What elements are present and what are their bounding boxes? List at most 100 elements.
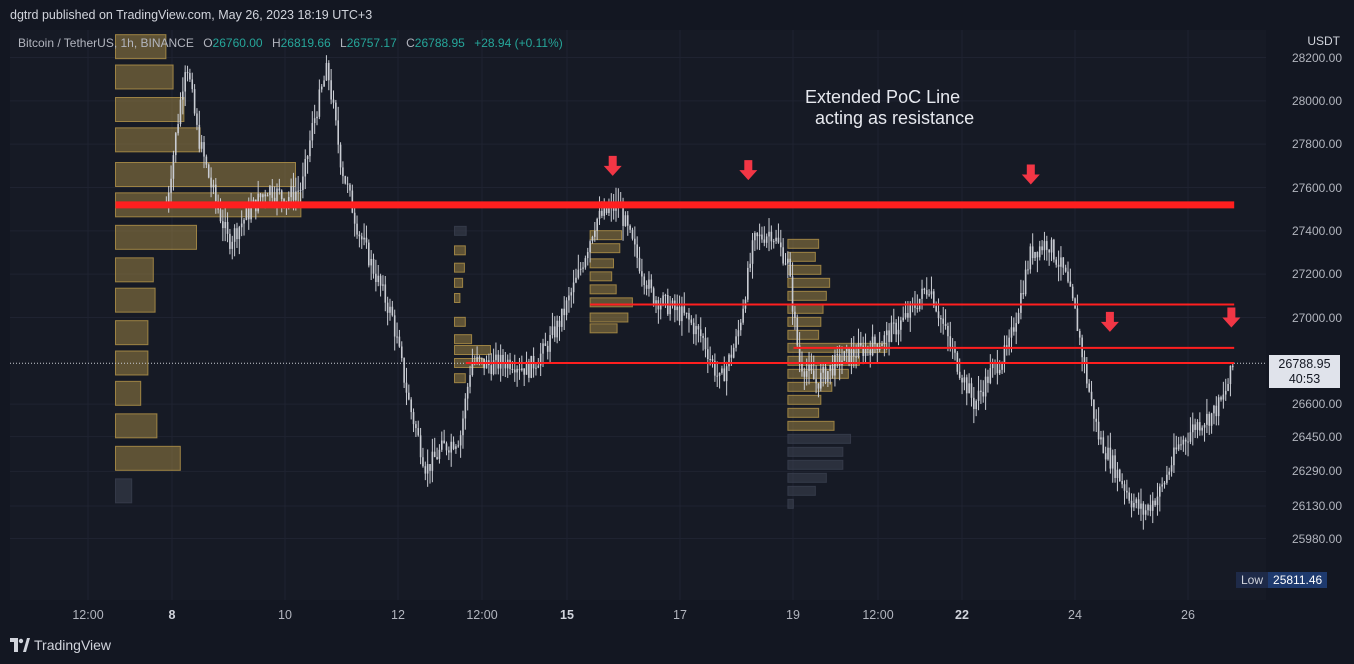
candle-body — [834, 355, 836, 376]
candle-body — [638, 257, 641, 272]
candle-body — [822, 366, 824, 373]
candle-body — [622, 207, 624, 226]
candle-body — [1088, 383, 1090, 392]
candle-body — [568, 295, 570, 301]
candle-body — [1123, 484, 1126, 491]
candle-body — [1175, 447, 1178, 450]
candle-body — [742, 308, 744, 323]
volume-profile-bar — [115, 127, 201, 153]
candle-body — [269, 186, 271, 196]
candle-body — [325, 62, 328, 81]
volume-profile-bar — [787, 472, 827, 483]
candle-body — [513, 369, 516, 373]
candle-body — [857, 343, 860, 358]
time-axis[interactable]: 12:00 8 10 12 12:00 15 17 19 12:00 22 24 26 — [10, 600, 1266, 630]
down-arrow-icon — [739, 160, 758, 181]
candle-body — [852, 349, 855, 357]
candle-body — [193, 89, 196, 114]
candle-body — [236, 228, 238, 240]
candle-body — [226, 222, 229, 234]
symbol-name[interactable]: Bitcoin / TetherUS, 1h, BINANCE — [18, 36, 194, 50]
candle-body — [984, 376, 987, 397]
candle-body — [360, 236, 363, 240]
volume-profile-bar — [589, 284, 617, 295]
candle-body — [535, 367, 537, 369]
candle-body — [1194, 424, 1196, 430]
candle-body — [1024, 269, 1027, 295]
candle-body — [1104, 453, 1107, 460]
candle-body — [203, 142, 205, 157]
candle-body — [1109, 447, 1112, 469]
chart-area[interactable]: Bitcoin / TetherUS, 1h, BINANCE O26760.0… — [10, 30, 1266, 600]
candle-body — [812, 370, 815, 380]
time-tick-label: 22 — [955, 608, 969, 622]
candle-body — [782, 247, 784, 264]
time-tick-label: 19 — [786, 608, 800, 622]
candle-body — [634, 238, 636, 245]
candle-body — [730, 354, 733, 358]
time-tick-label: 12:00 — [72, 608, 104, 622]
candle-body — [1027, 269, 1029, 271]
candle-body — [1156, 496, 1159, 506]
time-tick-label: 24 — [1068, 608, 1082, 622]
low-badge-value: 25811.46 — [1268, 572, 1328, 588]
volume-profile-bar — [454, 277, 464, 288]
volume-profile-bar — [787, 368, 849, 379]
candle-body — [297, 190, 299, 192]
candle-body — [775, 237, 777, 242]
chart-annotation[interactable]: Extended PoC Line acting as resistance — [805, 87, 974, 129]
price-tick-label: 27200.00 — [1291, 267, 1342, 282]
candle-body — [370, 258, 372, 266]
candle-body — [186, 72, 189, 74]
candle-body — [490, 365, 493, 375]
tradingview-logo-icon — [10, 638, 30, 652]
candle-body — [245, 208, 248, 220]
price-axis[interactable]: USDT 28200.00 28000.00 27800.00 27600.00 274… — [1266, 30, 1354, 600]
candle-body — [302, 176, 304, 191]
candle-body — [716, 375, 719, 377]
candle-body — [276, 188, 278, 202]
chart-canvas[interactable] — [10, 30, 1266, 600]
candle-body — [608, 208, 610, 214]
candle-body — [393, 315, 396, 337]
candle-body — [961, 377, 963, 383]
candle-body — [177, 124, 179, 134]
candle-body — [445, 443, 448, 451]
candle-body — [739, 322, 742, 331]
candle-body — [794, 311, 796, 318]
candle-body — [207, 164, 210, 178]
candle-body — [732, 347, 735, 358]
candle-body — [582, 267, 584, 269]
candle-body — [586, 252, 589, 259]
volume-profile-bar — [787, 407, 820, 418]
candle-body — [801, 362, 803, 372]
candle-body — [214, 184, 217, 202]
candle-body — [897, 329, 900, 335]
candle-body — [1013, 327, 1015, 332]
candle-body — [497, 354, 500, 369]
candle-body — [949, 336, 952, 347]
candle-body — [829, 365, 832, 372]
candle-body — [904, 313, 907, 318]
candle-body — [292, 186, 295, 201]
candle-body — [1208, 413, 1211, 426]
candle-body — [1043, 241, 1046, 251]
candle-body — [987, 376, 989, 383]
candle-body — [942, 318, 945, 324]
candle-body — [167, 192, 170, 206]
candle-body — [410, 399, 412, 413]
candle-body — [363, 237, 365, 240]
candle-body — [525, 361, 528, 375]
candle-body — [335, 102, 337, 121]
candle-body — [1130, 500, 1133, 508]
price-tick-label: 28000.00 — [1291, 93, 1342, 108]
candle-body — [212, 184, 215, 188]
candle-body — [1149, 504, 1152, 511]
volume-profile-bar — [115, 224, 197, 250]
candle-body — [965, 377, 968, 394]
candle-body — [191, 79, 194, 90]
candle-body — [448, 450, 450, 453]
candle-body — [810, 364, 813, 371]
candle-body — [247, 208, 250, 220]
candle-body — [1111, 455, 1114, 469]
